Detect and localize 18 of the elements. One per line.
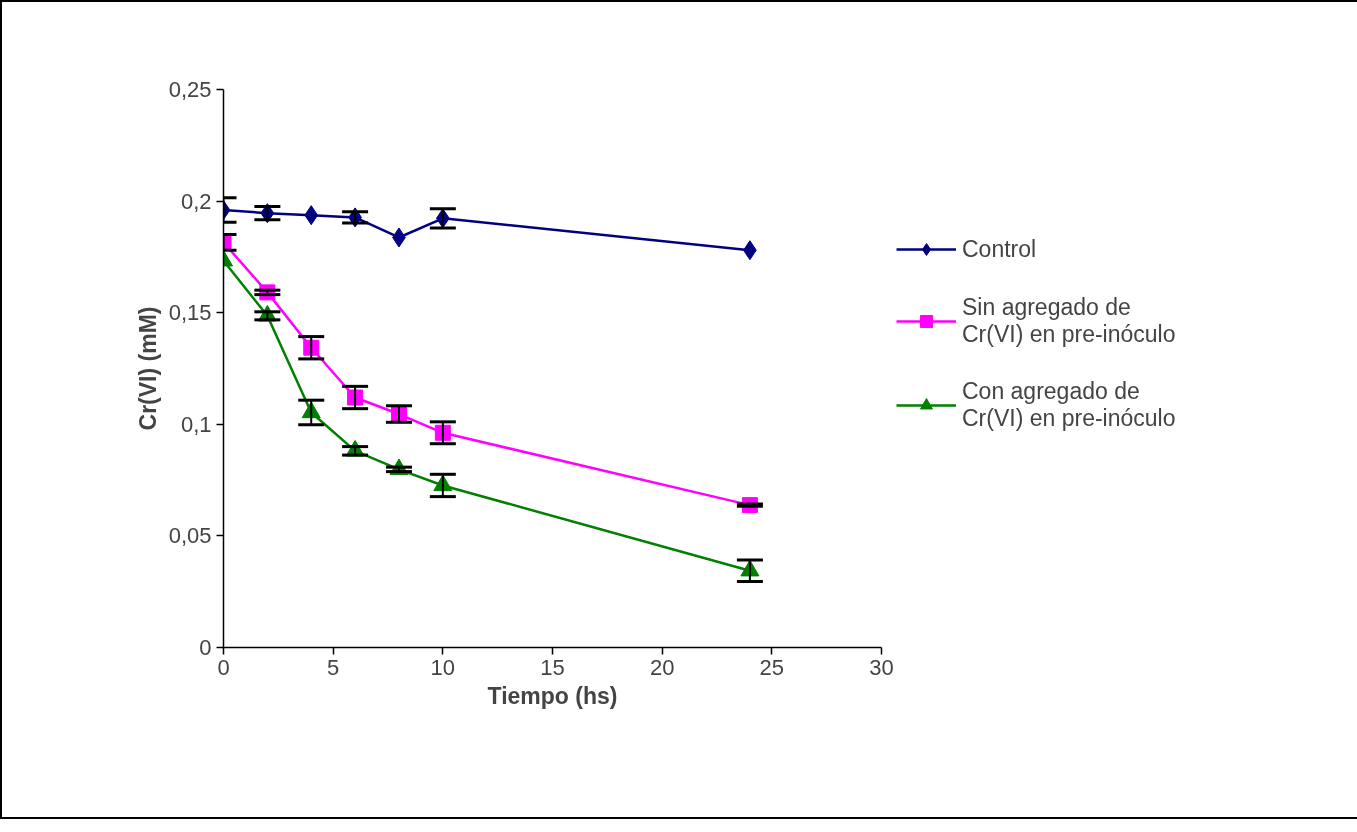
legend-label: Control (962, 235, 1037, 263)
x-tick-label: 5 (327, 654, 340, 680)
x-tick-label: 15 (540, 654, 565, 680)
y-axis-title: Cr(VI) (mM) (134, 306, 161, 431)
x-tick-label: 0 (217, 654, 230, 680)
y-tick-label: 0 (199, 635, 212, 660)
y-tick-label: 0,1 (180, 411, 212, 437)
x-axis-title: Tiempo (hs) (487, 682, 618, 709)
x-tick-label: 10 (430, 654, 456, 680)
legend-label: Con agregado de Cr(VI) en pre-inóculo (962, 378, 1176, 432)
y-tick-label: 0,05 (168, 523, 212, 549)
y-tick-label: 0,15 (168, 300, 212, 326)
x-tick-label: 25 (759, 654, 785, 680)
x-tick-label: 30 (869, 654, 894, 680)
y-tick-label: 0,25 (168, 77, 212, 102)
legend-label: Sin agregado de Cr(VI) en pre-inóculo (962, 294, 1176, 348)
y-tick-label: 0,2 (180, 188, 212, 214)
x-tick-label: 20 (649, 654, 675, 680)
